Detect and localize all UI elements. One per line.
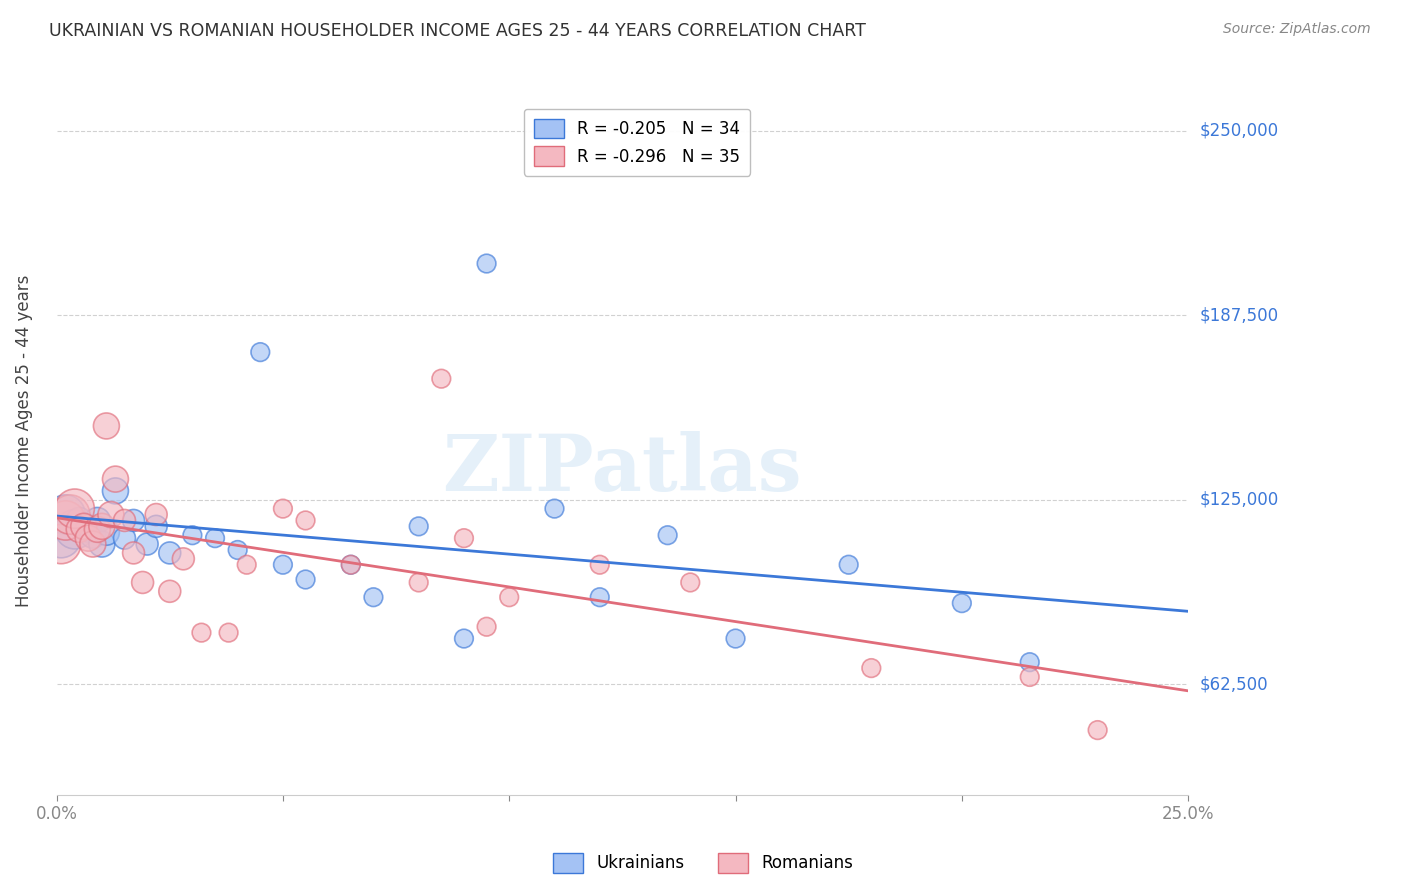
Point bbox=[86, 522, 108, 536]
Point bbox=[475, 620, 498, 634]
Point bbox=[131, 575, 153, 590]
Point bbox=[294, 573, 316, 587]
Point bbox=[96, 419, 118, 434]
Point bbox=[77, 531, 100, 545]
Point bbox=[67, 513, 90, 527]
Point bbox=[190, 625, 212, 640]
Point bbox=[271, 558, 294, 572]
Legend: Ukrainians, Romanians: Ukrainians, Romanians bbox=[547, 847, 859, 880]
Point bbox=[181, 528, 204, 542]
Point bbox=[950, 596, 973, 610]
Point bbox=[86, 513, 108, 527]
Text: $125,000: $125,000 bbox=[1199, 491, 1278, 508]
Point bbox=[73, 519, 96, 533]
Point bbox=[498, 591, 520, 605]
Point bbox=[589, 591, 612, 605]
Point bbox=[430, 372, 453, 386]
Text: $62,500: $62,500 bbox=[1199, 675, 1268, 693]
Point bbox=[589, 558, 612, 572]
Point bbox=[408, 575, 430, 590]
Point bbox=[77, 522, 100, 536]
Point bbox=[838, 558, 860, 572]
Point bbox=[453, 632, 475, 646]
Text: ZIPatlas: ZIPatlas bbox=[443, 431, 803, 507]
Point bbox=[1018, 655, 1040, 669]
Text: UKRAINIAN VS ROMANIAN HOUSEHOLDER INCOME AGES 25 - 44 YEARS CORRELATION CHART: UKRAINIAN VS ROMANIAN HOUSEHOLDER INCOME… bbox=[49, 22, 866, 40]
Point bbox=[114, 531, 136, 545]
Point bbox=[159, 546, 181, 560]
Point bbox=[145, 508, 167, 522]
Point bbox=[249, 345, 271, 359]
Point bbox=[1018, 670, 1040, 684]
Text: $187,500: $187,500 bbox=[1199, 306, 1278, 324]
Point bbox=[63, 522, 86, 536]
Point bbox=[340, 558, 363, 572]
Point bbox=[73, 519, 96, 533]
Point bbox=[122, 513, 145, 527]
Point bbox=[59, 508, 82, 522]
Point bbox=[90, 519, 112, 533]
Point bbox=[271, 501, 294, 516]
Point bbox=[408, 519, 430, 533]
Point bbox=[724, 632, 747, 646]
Point bbox=[67, 522, 90, 536]
Point bbox=[63, 501, 86, 516]
Point bbox=[235, 558, 257, 572]
Point bbox=[104, 472, 127, 486]
Point bbox=[226, 543, 249, 558]
Legend: R = -0.205   N = 34, R = -0.296   N = 35: R = -0.205 N = 34, R = -0.296 N = 35 bbox=[523, 109, 749, 176]
Point bbox=[82, 537, 104, 551]
Point bbox=[1087, 723, 1109, 737]
Point bbox=[104, 483, 127, 498]
Point bbox=[340, 558, 363, 572]
Point bbox=[136, 537, 159, 551]
Point bbox=[363, 591, 385, 605]
Point bbox=[475, 256, 498, 270]
Text: Source: ZipAtlas.com: Source: ZipAtlas.com bbox=[1223, 22, 1371, 37]
Point bbox=[114, 513, 136, 527]
Point bbox=[860, 661, 883, 675]
Point bbox=[679, 575, 702, 590]
Point bbox=[204, 531, 226, 545]
Y-axis label: Householder Income Ages 25 - 44 years: Householder Income Ages 25 - 44 years bbox=[15, 275, 32, 607]
Point bbox=[55, 513, 77, 527]
Point bbox=[145, 519, 167, 533]
Point bbox=[172, 551, 194, 566]
Point bbox=[122, 546, 145, 560]
Point bbox=[294, 513, 316, 527]
Text: $250,000: $250,000 bbox=[1199, 121, 1278, 140]
Point bbox=[100, 508, 122, 522]
Point bbox=[90, 537, 112, 551]
Point bbox=[49, 531, 72, 545]
Point bbox=[96, 525, 118, 540]
Point bbox=[657, 528, 679, 542]
Point bbox=[159, 584, 181, 599]
Point bbox=[49, 537, 72, 551]
Point bbox=[453, 531, 475, 545]
Point bbox=[55, 508, 77, 522]
Point bbox=[218, 625, 240, 640]
Point bbox=[82, 528, 104, 542]
Point bbox=[543, 501, 565, 516]
